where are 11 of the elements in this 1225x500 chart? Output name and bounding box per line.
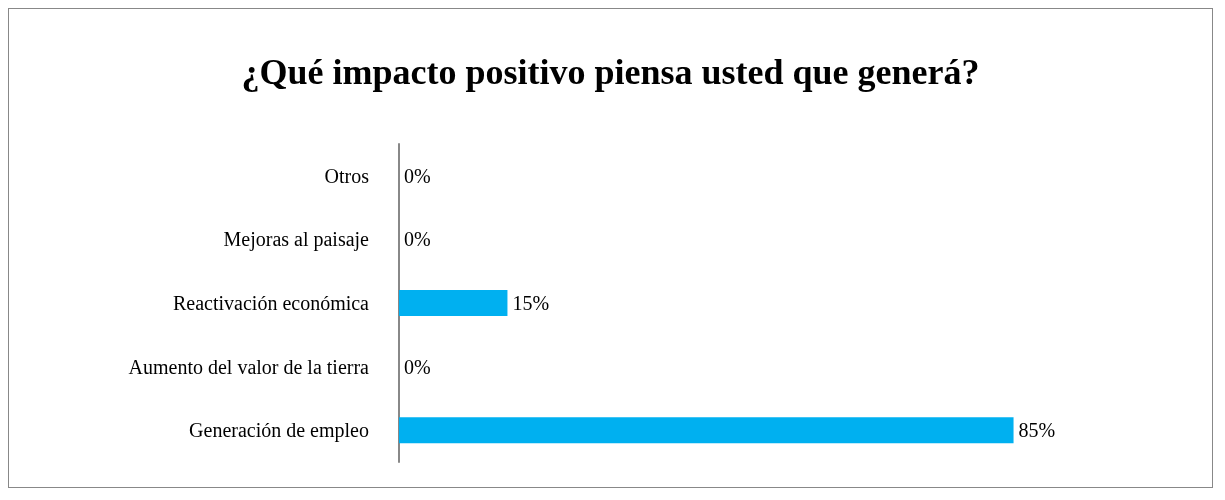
data-label: 85% <box>1018 419 1056 442</box>
y-tick-label: Otros <box>324 164 370 187</box>
data-label: 15% <box>512 292 550 314</box>
y-tick-label: Reactivación económica <box>172 292 370 314</box>
data-label: 0% <box>404 164 431 187</box>
chart-title: ¿Qué impacto positivo piensa usted que generá? <box>241 52 980 92</box>
y-tick-label: Mejoras al paisaje <box>223 228 370 252</box>
y-tick-label: Generación de empleo <box>189 419 369 443</box>
data-label: 0% <box>404 228 431 251</box>
y-tick-label: Aumento del valor de la tierra <box>128 355 370 378</box>
data-label: 0% <box>404 355 431 378</box>
